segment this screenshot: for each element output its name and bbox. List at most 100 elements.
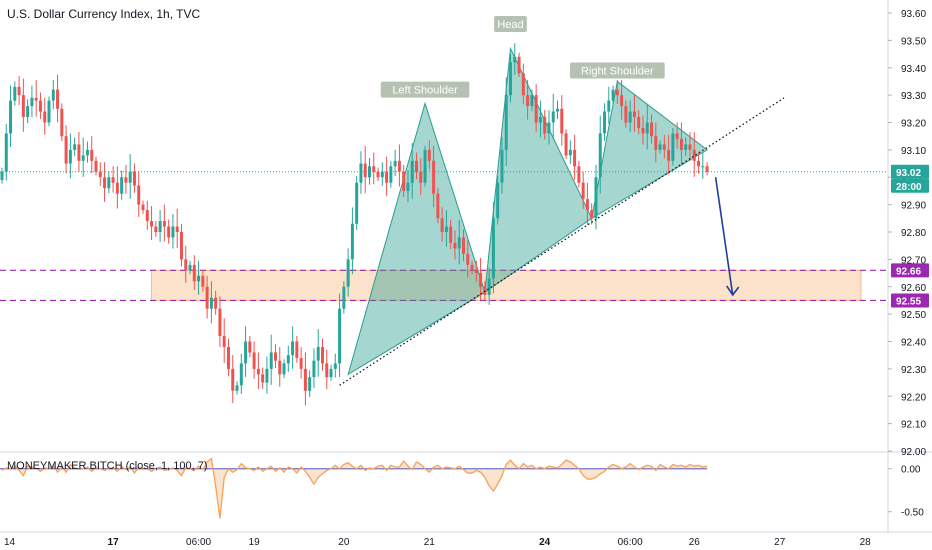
pattern-triangle-3 [591,80,708,220]
price-tick-label: 92.80 [901,228,926,239]
candle-body [120,177,124,194]
candle-body [423,149,427,183]
candle [320,338,324,371]
candle-body [432,160,436,194]
candle [470,260,474,275]
candle [239,353,243,394]
candle-body [175,226,179,232]
candle-body [667,149,671,161]
candle [692,132,696,177]
candle [261,367,265,389]
candle-body [419,171,423,183]
candle [560,95,564,146]
zone-lower-tag-bg [891,293,929,308]
candle-body [333,363,337,369]
candle-body [167,226,171,238]
candle-body [107,177,111,189]
candle [427,140,431,170]
pattern-triangle-2 [484,46,593,294]
price-tick-label: 92.90 [901,201,926,212]
candle [17,75,21,105]
candle-body [320,346,324,364]
candle [286,345,290,373]
candle [594,164,598,230]
candle-body [171,226,175,238]
candle [688,132,692,161]
candle [581,171,585,210]
candle [56,74,60,123]
candle-body [231,368,235,391]
candle-body [124,177,128,183]
candle-body [226,346,230,369]
candle [577,160,581,188]
candle-body [594,177,598,219]
candle-body [671,133,675,161]
time-tick-label: 21 [424,537,436,548]
candle [235,381,239,395]
candle-body [81,155,85,161]
candle-body [385,171,389,183]
candle-body [517,56,521,74]
pattern-label-bg [569,62,665,79]
candle [500,137,504,194]
candle [397,144,401,187]
candle-body [564,133,568,156]
chart-title: U.S. Dollar Currency Index, 1h, TVC [7,7,201,21]
candle [393,149,397,177]
candle-body [415,160,418,172]
candle [90,136,94,174]
candle-body [188,264,192,271]
candle [675,122,679,149]
candle [462,229,465,262]
pattern-annotations: Left Shoulder Head Right Shoulder [339,15,785,386]
candle-body [299,357,303,369]
candle [26,99,30,124]
candle-body [9,100,13,134]
price-tick-label: 93.60 [901,9,926,20]
candle [197,260,201,295]
price-tick-label: 92.70 [901,255,926,266]
price-axis[interactable]: 93.6093.5093.4093.3093.2093.1093.0092.90… [888,9,929,458]
candle [325,349,329,390]
candle [103,162,107,202]
candle [111,166,115,193]
candle-body [491,218,495,279]
candle [359,151,363,194]
time-axis[interactable]: 14 17 06:00 19 20 21 24 06:00 26 27 28 [4,537,871,548]
candle-body [624,106,628,123]
candle-body [581,182,585,200]
candle [679,122,683,165]
candle [47,96,51,127]
candle-body [85,149,89,156]
candle [154,221,158,237]
price-tick-label: 92.50 [901,310,926,321]
candle-body [372,166,376,172]
candle-body [397,160,401,172]
candle [94,156,98,176]
candle [179,223,183,267]
candle [671,127,675,166]
support-zone [0,171,888,302]
candle-body [389,166,393,183]
candle [278,346,282,387]
candle-body [77,144,81,161]
candle [205,275,209,319]
indicator-line [1,457,708,519]
candle-body [291,341,295,356]
candle-body [350,223,354,260]
pattern-label-text: Left Shoulder [392,85,458,97]
candle [132,163,136,193]
candle [85,141,89,163]
candle [701,152,705,179]
candle [231,355,235,404]
candle-body [538,117,542,123]
candle-body [4,133,8,172]
candle [598,115,602,194]
candle-body [376,171,380,178]
time-tick-label: 27 [774,537,786,548]
candle-body [406,182,410,191]
candle [338,293,342,377]
candle [444,210,448,247]
candle [171,214,175,249]
candle [513,43,517,75]
